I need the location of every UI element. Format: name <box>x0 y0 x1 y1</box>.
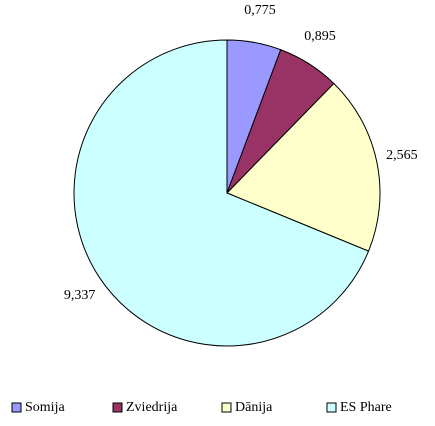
legend-swatch <box>112 402 123 413</box>
data-label: 0,895 <box>304 29 336 44</box>
legend-label: Somija <box>25 400 65 415</box>
pie-slice <box>226 82 381 252</box>
legend-label: Zviedrija <box>126 400 178 415</box>
data-label: 2,565 <box>386 148 418 163</box>
pie-slice <box>73 39 370 347</box>
legend-swatch <box>221 402 232 413</box>
legend-label: Dānija <box>235 400 273 415</box>
legend-label: ES Phare <box>340 400 392 415</box>
data-label: 0,775 <box>244 3 276 18</box>
legend-swatch <box>11 402 22 413</box>
legend-swatch <box>326 402 337 413</box>
data-label: 9,337 <box>64 288 96 303</box>
